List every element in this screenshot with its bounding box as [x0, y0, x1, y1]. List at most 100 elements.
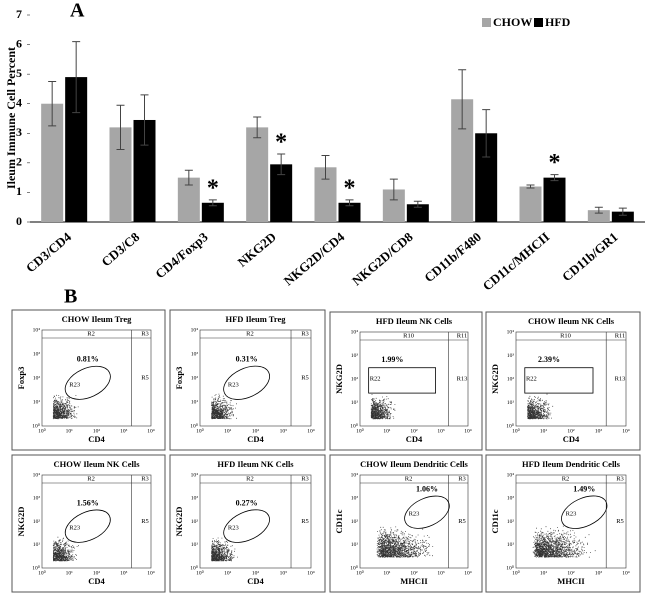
region-label: R23	[228, 525, 239, 532]
plot-title: HFD Ileum Dendritic Cells	[522, 459, 621, 469]
legend-swatch	[534, 18, 543, 27]
y-tick-label: 10¹	[33, 399, 41, 405]
error-bar	[458, 69, 467, 130]
region-label: R2	[562, 475, 570, 482]
error-bar	[140, 94, 149, 146]
region-label: R23	[228, 381, 239, 388]
plot-area	[199, 474, 312, 569]
error-bar	[389, 178, 398, 201]
region-label: R22	[526, 375, 537, 382]
region-label: R2	[405, 475, 413, 482]
region-label: R3	[141, 475, 149, 482]
y-tick-label: 10⁴	[507, 329, 515, 335]
bar	[201, 202, 224, 222]
region-label: R2	[246, 330, 254, 337]
region-label: R10	[560, 332, 571, 339]
plot-frame	[485, 311, 641, 451]
y-axis-label: CD11c	[334, 509, 344, 533]
x-tick-label: CD11b/GR1	[559, 229, 621, 284]
bar	[41, 103, 64, 222]
gate	[223, 509, 270, 543]
x-tick-label: 10⁴	[622, 428, 630, 434]
x-tick-label: 10⁴	[147, 570, 155, 576]
y-tick-label: 10⁴	[507, 472, 515, 478]
error-bar	[618, 207, 627, 216]
bar	[109, 127, 132, 222]
region-label: R11	[615, 332, 626, 339]
gate	[64, 365, 111, 400]
events	[532, 525, 596, 558]
plot-title: HFD Ileum NK Cells	[217, 459, 294, 469]
region-label: R22	[370, 375, 381, 382]
gate-percent: 1.06%	[416, 485, 438, 494]
x-axis-label: MHCII	[557, 576, 585, 586]
y-tick-label: 10⁴	[33, 472, 41, 478]
y-tick-label: 10¹	[507, 400, 515, 406]
gate-percent: 1.49%	[573, 485, 595, 494]
y-tick-label: 10³	[351, 496, 359, 502]
events	[527, 393, 554, 420]
plot-frame	[329, 311, 483, 451]
error-bar	[526, 184, 535, 189]
y-axis-label: Ileum Immune Cell Percent	[4, 47, 18, 189]
x-axis-label: CD4	[247, 576, 264, 586]
x-tick-label: 10²	[252, 570, 260, 576]
plot-frame	[169, 454, 326, 593]
y-tick-label: 10²	[351, 376, 359, 382]
region-label: R23	[69, 525, 80, 532]
bar	[133, 119, 156, 222]
gate-percent: 2.39%	[538, 355, 560, 364]
plot-frame	[169, 309, 326, 451]
x-tick-label: 10³	[120, 428, 128, 434]
error-bar	[116, 104, 125, 151]
bar	[475, 133, 498, 222]
x-tick-label: 10¹	[383, 428, 391, 434]
region-label: R5	[301, 374, 309, 381]
x-tick-label: 10⁴	[307, 570, 315, 576]
y-tick-label: 10⁴	[33, 327, 41, 333]
y-tick-label: 10¹	[507, 542, 515, 548]
x-axis-label: CD4	[247, 434, 264, 444]
x-tick-label: 10¹	[540, 570, 548, 576]
bar	[406, 204, 429, 222]
y-tick-label: 10⁰	[32, 564, 41, 571]
region-label: R5	[616, 518, 624, 525]
error-bar	[345, 199, 354, 207]
y-tick-label: 10⁰	[350, 422, 359, 429]
region-label: R2	[246, 475, 254, 482]
y-tick-label: 1	[16, 184, 22, 198]
plot-area	[41, 329, 152, 427]
gate	[368, 367, 437, 394]
x-tick-label: NKG2D/CD4	[281, 229, 348, 289]
gate	[524, 367, 594, 394]
x-tick-label: 10¹	[66, 570, 74, 576]
events	[52, 536, 79, 562]
bar	[65, 77, 88, 222]
y-axis-label: Foxp3	[174, 367, 184, 390]
region-label: R3	[458, 475, 466, 482]
error-bar	[48, 81, 57, 127]
x-tick-label: 10³	[120, 570, 128, 576]
region-label: R3	[301, 475, 309, 482]
error-bar	[208, 199, 217, 207]
y-tick-label: 10¹	[191, 399, 199, 405]
significance-marker: *	[275, 129, 287, 155]
y-tick-label: 4	[16, 95, 22, 109]
x-tick-label: 10²	[567, 428, 575, 434]
plot-title: CHOW Ileum Dendritic Cells	[360, 459, 468, 469]
region-label: R13	[615, 375, 626, 382]
gate-percent: 0.81%	[77, 355, 99, 364]
y-tick-label: 2	[16, 155, 22, 169]
x-tick-label: 10¹	[66, 428, 74, 434]
y-tick-label: 10¹	[33, 542, 41, 548]
x-tick-label: 10³	[595, 570, 603, 576]
x-tick-label: 10⁰	[196, 569, 205, 576]
y-tick-label: 10³	[507, 353, 515, 359]
plot-area	[515, 474, 627, 569]
significance-marker: *	[207, 175, 219, 201]
x-tick-label: 10⁴	[622, 570, 630, 576]
